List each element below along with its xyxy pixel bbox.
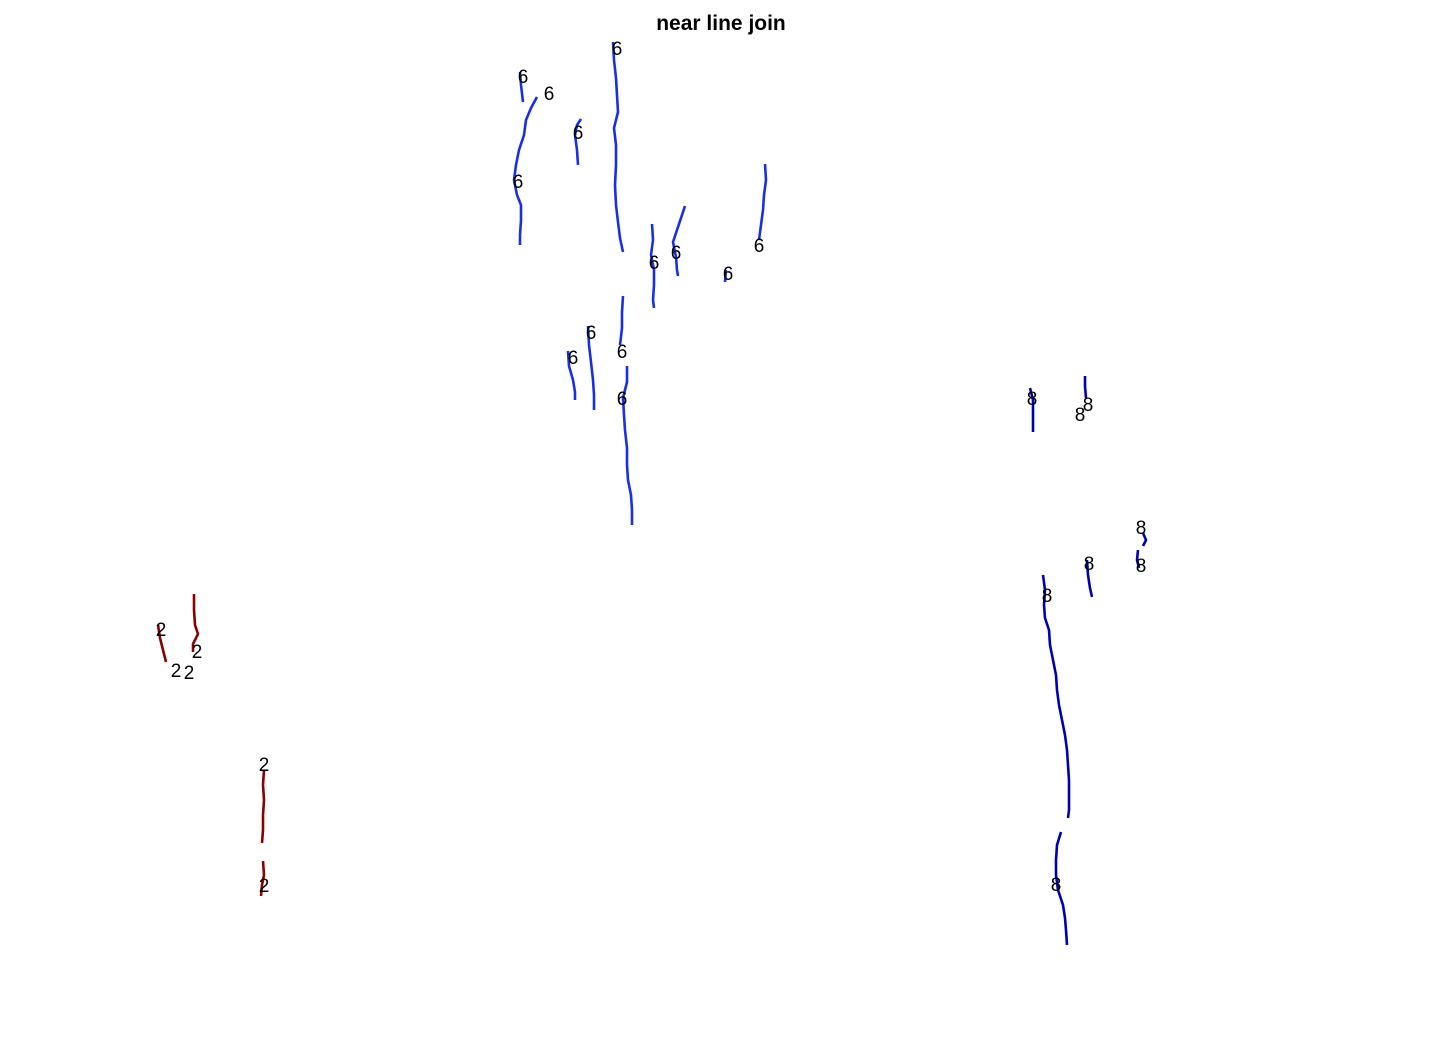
label-group-6-7: 6 [671, 243, 682, 264]
label-group-6-12: 6 [568, 348, 579, 369]
line-group-2-segment-2 [156, 624, 168, 663]
line-group-6-segment-8 [723, 269, 728, 283]
label-group-6-9: 6 [723, 264, 734, 285]
line-group-8-segment-7 [1054, 831, 1069, 946]
label-group-6-1: 6 [612, 39, 623, 60]
label-group-2-3: 2 [171, 661, 182, 682]
line-group-2-segment-3 [260, 769, 266, 844]
label-group-2-5: 2 [259, 755, 270, 776]
line-group-6-segment-3 [512, 96, 539, 245]
label-group-2-4: 2 [184, 663, 195, 684]
line-group-6-segment-12 [621, 366, 634, 525]
label-group-8-8: 8 [1051, 875, 1062, 896]
label-group-8-5: 8 [1084, 554, 1095, 575]
line-group-8-segment-6 [1041, 574, 1071, 819]
label-group-2-2: 2 [192, 642, 203, 663]
line-group-8-segment-3 [1141, 532, 1148, 547]
line-group-6-segment-9 [618, 295, 625, 346]
label-group-8-1: 8 [1027, 389, 1038, 410]
label-group-6-5: 6 [513, 172, 524, 193]
line-group-6-segment-7 [671, 205, 687, 277]
label-group-8-2: 8 [1083, 395, 1094, 416]
line-group-6-segment-11 [566, 350, 577, 400]
line-group-6-segment-10 [586, 325, 596, 410]
label-group-8-7: 8 [1042, 586, 1053, 607]
line-group-8-segment-4 [1085, 559, 1094, 598]
label-group-2-1: 2 [156, 620, 167, 641]
line-group-6-segment-1 [611, 41, 625, 253]
line-group-8-segment-2 [1083, 376, 1088, 399]
label-group-6-10: 6 [586, 323, 597, 344]
line-segments [156, 41, 1148, 946]
line-group-2-segment-4 [259, 860, 266, 897]
line-group-8-segment-5 [1135, 549, 1141, 569]
chart-title: near line join [656, 12, 786, 35]
label-group-8-4: 8 [1136, 518, 1147, 539]
line-group-8-segment-1 [1028, 387, 1035, 432]
label-group-2-6: 2 [259, 876, 270, 897]
line-group-6-segment-2 [518, 71, 525, 103]
label-group-6-8: 6 [649, 253, 660, 274]
label-group-8-6: 8 [1136, 556, 1147, 577]
label-group-6-13: 6 [617, 389, 628, 410]
label-group-6-11: 6 [617, 342, 628, 363]
line-group-2-segment-1 [191, 594, 200, 652]
label-group-6-6: 6 [754, 236, 765, 257]
label-group-8-3: 8 [1075, 405, 1086, 426]
label-group-6-2: 6 [518, 67, 529, 88]
line-group-6-segment-6 [649, 223, 656, 309]
line-group-6-segment-4 [573, 118, 583, 166]
line-group-6-segment-5 [757, 163, 768, 241]
label-group-6-3: 6 [544, 84, 555, 105]
label-group-6-4: 6 [573, 123, 584, 144]
